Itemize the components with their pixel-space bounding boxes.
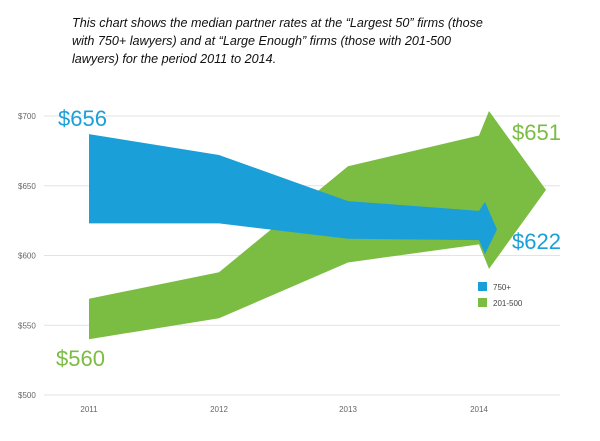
legend-label-201-500: 201-500 <box>493 299 523 308</box>
legend: 750+ 201-500 <box>478 282 523 308</box>
y-axis-ticks: $500 $550 $600 $650 $700 <box>18 112 36 400</box>
legend-swatch-201-500 <box>478 298 487 307</box>
chart-caption: This chart shows the median partner rate… <box>72 16 483 66</box>
x-axis-ticks: 2011 2012 2013 2014 <box>80 405 488 414</box>
y-tick-label-650: $650 <box>18 182 36 191</box>
series-201-500-start-label: $560 <box>56 346 105 371</box>
series-750+-start-label: $656 <box>58 106 107 131</box>
series-750+-end-label: $622 <box>512 229 561 254</box>
x-tick-label-2014: 2014 <box>470 405 488 414</box>
legend-label-750+: 750+ <box>493 283 511 292</box>
y-tick-label-550: $550 <box>18 321 36 330</box>
x-tick-label-2011: 2011 <box>80 405 98 414</box>
x-tick-label-2012: 2012 <box>210 405 228 414</box>
series-201-500-end-label: $651 <box>512 120 561 145</box>
legend-swatch-750+ <box>478 282 487 291</box>
series-750+-ribbon <box>89 134 497 255</box>
y-tick-label-500: $500 <box>18 391 36 400</box>
y-tick-label-600: $600 <box>18 252 36 261</box>
value-labels: $656 $622 $560 $651 <box>56 106 561 371</box>
series-layer <box>89 111 546 340</box>
y-tick-label-700: $700 <box>18 112 36 121</box>
x-tick-label-2013: 2013 <box>339 405 357 414</box>
